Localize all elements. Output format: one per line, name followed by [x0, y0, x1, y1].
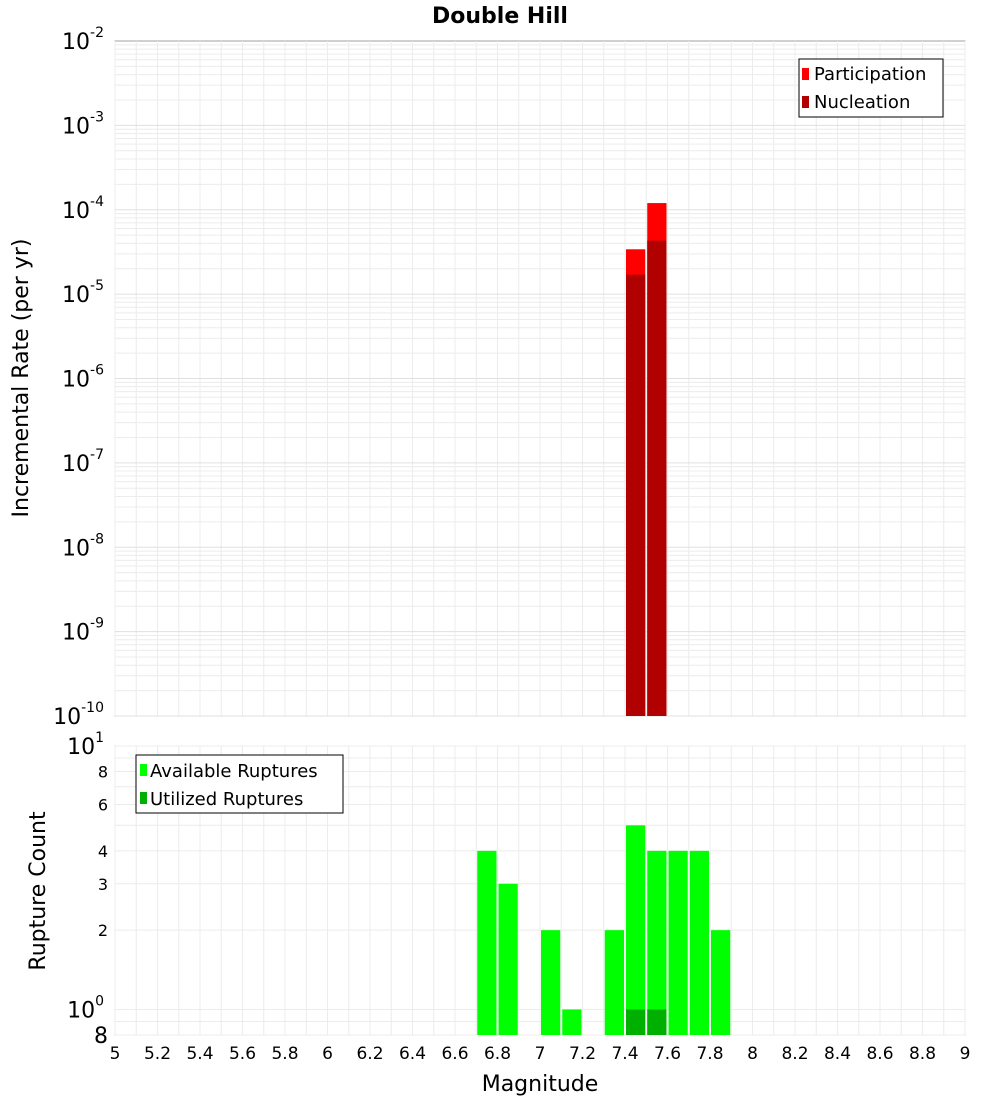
y-tick-label: 101 [67, 730, 104, 760]
rate-plot-legend: Participation Nucleation [798, 58, 944, 118]
x-tick-label: 8.4 [824, 1044, 851, 1064]
rate-plot-bars [626, 203, 667, 717]
y-tick-label: 8 [94, 1024, 108, 1049]
legend-swatch-utilized [140, 792, 147, 804]
x-tick-label: 5.8 [271, 1044, 298, 1064]
y-tick-label: 10-6 [62, 363, 104, 393]
legend-label-available: Available Ruptures [150, 761, 318, 782]
x-tick-label: 8.8 [909, 1044, 936, 1064]
y-tick-label: 2 [98, 921, 108, 940]
legend-label-participation: Participation [814, 64, 926, 85]
x-tick-label: 5 [110, 1044, 121, 1064]
count-plot-x-axis-label: Magnitude [482, 1072, 599, 1097]
x-tick-label: 7.8 [696, 1044, 723, 1064]
nucleation-bar [647, 240, 667, 717]
x-tick-label: 6 [322, 1044, 333, 1064]
nucleation-bar [626, 274, 646, 716]
x-tick-label: 7.6 [654, 1044, 681, 1064]
x-tick-label: 8.2 [781, 1044, 808, 1064]
available-ruptures-bar [541, 930, 561, 1035]
x-tick-label: 6.4 [399, 1044, 426, 1064]
y-tick-label: 4 [98, 842, 108, 861]
available-ruptures-bar [711, 930, 731, 1035]
y-tick-label: 10-10 [53, 700, 104, 730]
x-tick-label: 6.2 [356, 1044, 383, 1064]
count-plot-x-ticks: 5 5.2 5.4 5.6 5.8 6 6.2 6.4 6.6 6.8 7 7.2 7.4 7.6 7.8 8… [110, 1044, 971, 1064]
legend-label-nucleation: Nucleation [814, 92, 910, 113]
y-tick-label: 100 [67, 993, 104, 1023]
y-tick-label: 10-5 [62, 278, 104, 308]
x-tick-label: 5.2 [144, 1044, 171, 1064]
x-tick-label: 8 [747, 1044, 758, 1064]
legend-box [135, 754, 344, 814]
available-ruptures-bar [668, 850, 688, 1035]
available-ruptures-bar [604, 930, 624, 1035]
x-tick-label: 7.2 [569, 1044, 596, 1064]
x-tick-label: 6.8 [484, 1044, 511, 1064]
count-plot-y-axis-label: Rupture Count [26, 811, 51, 971]
y-tick-label: 10-8 [62, 531, 104, 561]
chart-title: Double Hill [432, 4, 568, 29]
legend-swatch-nucleation [802, 96, 809, 108]
available-ruptures-bar [689, 850, 709, 1035]
legend-swatch-available [140, 764, 147, 776]
available-ruptures-bar [647, 850, 667, 1035]
x-tick-label: 9 [960, 1044, 971, 1064]
x-tick-label: 5.6 [229, 1044, 256, 1064]
available-ruptures-bar [626, 825, 646, 1035]
count-plot-legend: Available Ruptures Utilized Ruptures [135, 754, 344, 814]
x-tick-label: 7.4 [611, 1044, 638, 1064]
count-plot-bars [477, 825, 731, 1035]
utilized-ruptures-bar [647, 1009, 667, 1035]
available-ruptures-bar [562, 1009, 582, 1035]
x-tick-label: 6.6 [441, 1044, 468, 1064]
available-ruptures-bar [477, 850, 497, 1035]
y-tick-label: 10-7 [62, 447, 104, 477]
y-tick-label: 10-2 [62, 25, 104, 55]
x-tick-label: 5.4 [186, 1044, 213, 1064]
rate-plot-y-axis-label: Incremental Rate (per yr) [9, 239, 34, 518]
legend-swatch-participation [802, 68, 809, 80]
x-tick-label: 7 [535, 1044, 546, 1064]
y-tick-label: 10-9 [62, 616, 104, 646]
y-tick-label: 10-3 [62, 109, 104, 139]
utilized-ruptures-bar [626, 1009, 646, 1035]
legend-box [798, 58, 944, 118]
legend-label-utilized: Utilized Ruptures [150, 789, 303, 810]
y-tick-label: 3 [98, 875, 108, 894]
y-tick-label: 10-4 [62, 194, 104, 224]
y-tick-label: 8 [98, 763, 108, 782]
rate-plot-panel: 10-2 10-3 10-4 10-5 10-6 10-7 10-8 10-9 10-10 In… [9, 25, 966, 730]
rate-plot-grid [114, 41, 966, 717]
y-tick-label: 6 [98, 795, 108, 814]
rate-plot-y-ticks: 10-2 10-3 10-4 10-5 10-6 10-7 10-8 10-9 10-10 [53, 25, 104, 730]
available-ruptures-bar [498, 883, 518, 1035]
x-tick-label: 8.6 [866, 1044, 893, 1064]
